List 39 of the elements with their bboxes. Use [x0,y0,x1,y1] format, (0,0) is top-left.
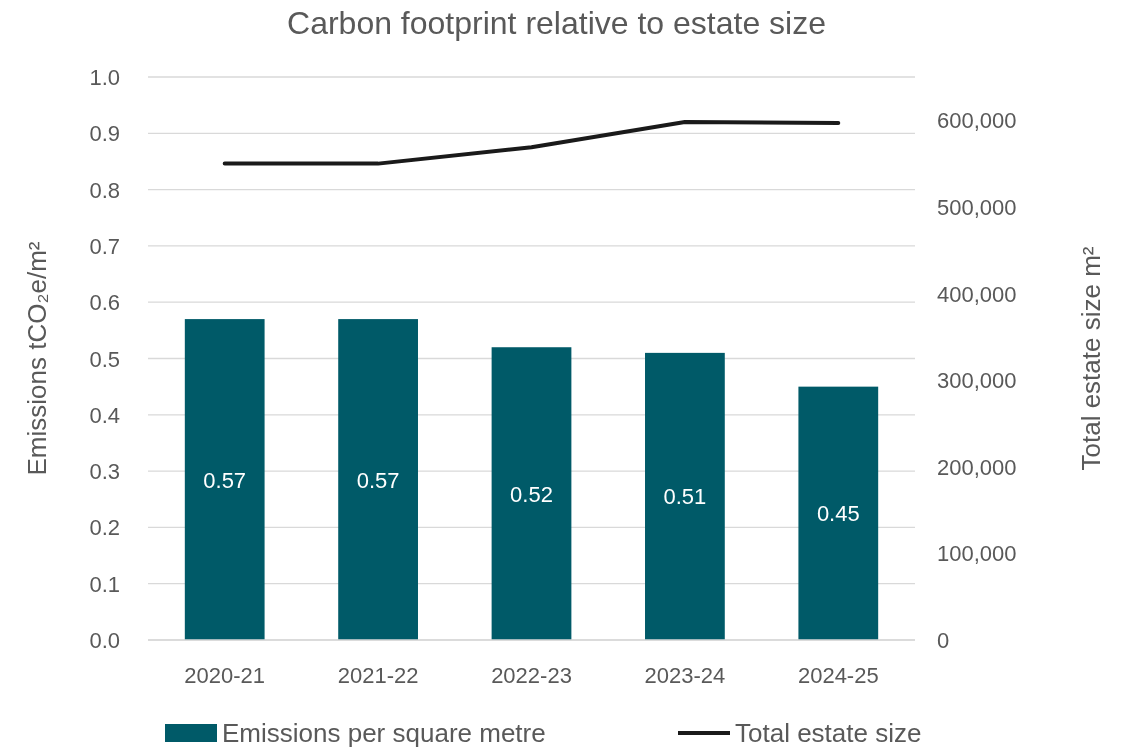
bar [338,319,418,640]
y2-tick-label: 400,000 [937,281,1017,307]
bar [798,386,879,640]
chart-title: Carbon footprint relative to estate size [287,5,826,41]
y-tick-label: 0.0 [89,628,120,653]
data-label: 0.57 [356,467,400,493]
y-tick-label: 0.2 [89,515,120,541]
y2-tick-label: 0 [937,628,950,653]
y2-axis-title: Total estate size m² [1076,246,1106,471]
y2-tick-label: 300,000 [937,368,1017,394]
y2-tick-label: 500,000 [937,194,1017,220]
legend-label: Total estate size [735,718,922,748]
y-tick-label: 0.5 [89,346,120,372]
y-tick-label: 0.8 [89,177,120,203]
bar [491,347,572,640]
y-tick-label: 0.7 [89,233,120,259]
line-series [222,120,841,166]
bar [645,352,725,640]
x-tick-label: 2023-24 [644,663,726,688]
x-tick-label: 2020-21 [184,663,266,688]
y2-tick-label: 100,000 [937,541,1017,567]
y-axis-title: Emissions tCO₂e/m² [22,241,52,476]
y-tick-label: 1.0 [89,65,120,90]
data-label: 0.57 [203,467,247,493]
data-label: 0.52 [510,481,553,507]
y-tick-label: 0.1 [89,571,120,597]
bar [184,319,265,640]
y-tick-label: 0.6 [89,290,120,316]
x-tick-label: 2022-23 [491,663,572,688]
data-label: 0.51 [663,484,707,510]
x-tick-label: 2021-22 [337,663,419,688]
data-label: 0.45 [816,501,860,527]
y2-tick-label: 200,000 [937,454,1017,480]
y-tick-label: 0.3 [89,459,120,485]
y-tick-label: 0.4 [89,402,120,428]
legend-label: Emissions per square metre [222,718,546,748]
y2-tick-label: 600,000 [937,108,1017,134]
y-tick-label: 0.9 [89,121,120,147]
x-tick-label: 2024-25 [797,663,879,688]
